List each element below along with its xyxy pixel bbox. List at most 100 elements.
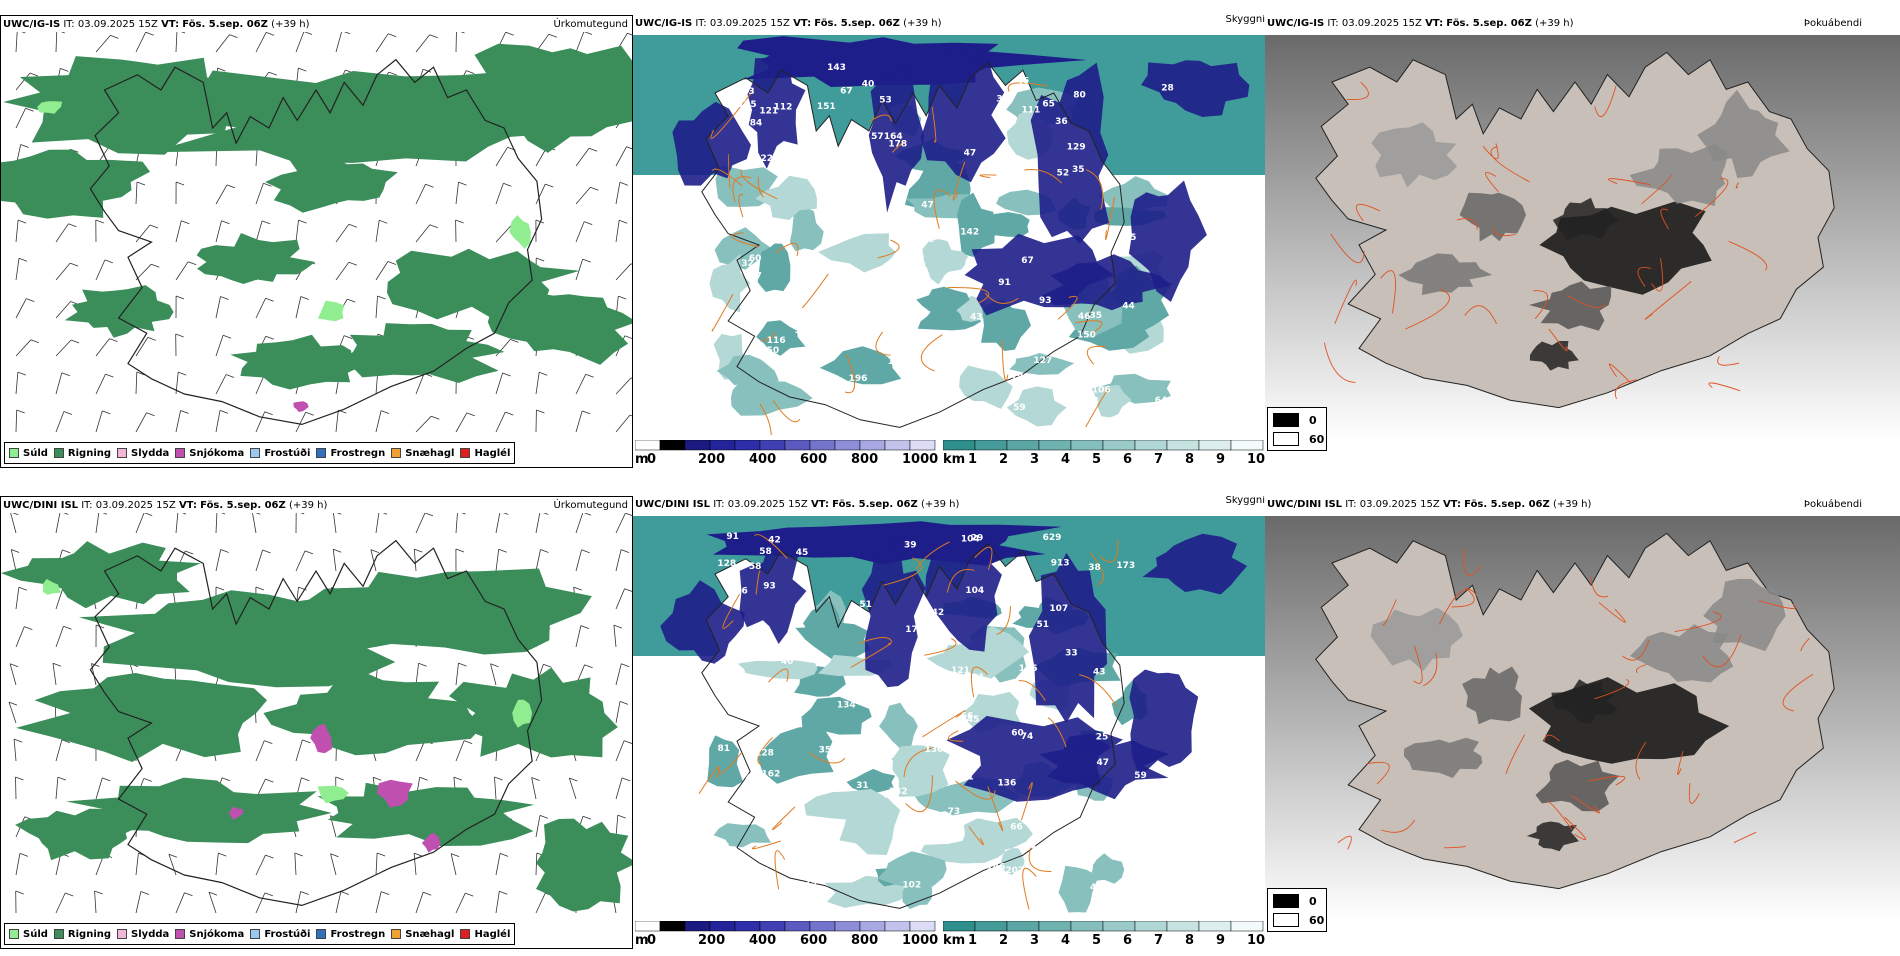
cloud-base-label: 32	[741, 259, 754, 269]
cloud-base-label: 44	[1122, 302, 1135, 312]
cloud-base-label: 112	[1072, 842, 1091, 852]
cloud-base-label: 48	[1090, 883, 1103, 893]
product-name: Þokuábendi	[1804, 499, 1862, 510]
cloud-base-label: 56	[846, 856, 859, 866]
cloud-base-label: 41	[917, 692, 930, 702]
cloud-base-label: 51	[859, 600, 872, 610]
cloud-base-label: 116	[767, 336, 786, 346]
cloud-visibility-panel: UWC/DINI ISL IT: 03.09.2025 15Z VT: Fös.…	[633, 496, 1265, 956]
init-label: IT:	[81, 500, 92, 511]
valid-time: Fös. 5.sep. 06Z	[1446, 18, 1532, 29]
visibility-tick: 9	[1216, 933, 1225, 948]
legend-label: Snjókoma	[189, 929, 244, 940]
visibility-tick: 10	[1247, 933, 1265, 948]
cloud-base-label: 26	[864, 295, 877, 305]
height-tick: 400	[749, 933, 776, 948]
cloud-base-label: 83	[1143, 846, 1156, 856]
lead-time: (+39 h)	[1535, 18, 1573, 29]
cloud-base-label: 297	[862, 861, 881, 871]
cloud-base-label: 178	[905, 625, 924, 635]
init-time: 03.09.2025 15Z	[1360, 499, 1440, 510]
cloud-base-label: 43	[1093, 667, 1106, 677]
cloud-base-label: 85	[1151, 810, 1164, 820]
height-tick: 200	[698, 452, 725, 467]
valid-time: Fös. 5.sep. 06Z	[1464, 499, 1550, 510]
legend-swatch	[316, 929, 326, 939]
cloud-base-label: 146	[987, 863, 1006, 873]
snow-areas	[293, 401, 308, 412]
cloud-base-label: 93	[763, 582, 776, 592]
legend-swatch	[391, 448, 401, 458]
model-name: UWC/DINI ISL	[635, 499, 710, 510]
legend-label: Súld	[23, 448, 48, 459]
precip-map	[1, 513, 632, 925]
cloud-base-label: 142	[960, 228, 979, 238]
visibility-tick: 6	[1123, 452, 1132, 467]
cloud-base-label: 106	[1092, 385, 1111, 395]
cloud-base-label: 40	[977, 403, 990, 413]
cloud-base-label: 136	[998, 779, 1017, 789]
product-name: Þokuábendi	[1804, 18, 1862, 29]
legend-label: Frostúði	[264, 929, 310, 940]
valid-time: Fös. 5.sep. 06Z	[832, 499, 918, 510]
cloud-base-label: 53	[725, 326, 738, 336]
cloud-base-label: 74	[795, 830, 808, 840]
cloud-base-label: 25	[1096, 733, 1109, 743]
model-name: UWC/DINI ISL	[3, 500, 78, 511]
lead-time: (+39 h)	[921, 499, 959, 510]
precip-legend-item: Slydda	[117, 448, 169, 459]
visibility-tick: 5	[1092, 452, 1101, 467]
cloud-base-label: 62	[717, 842, 730, 852]
cloud-base-label: 52	[819, 216, 832, 226]
cloud-base-label: 218	[851, 155, 870, 165]
cloud-base-label: 80	[1073, 90, 1086, 100]
panel-header: UWC/DINI ISL IT: 03.09.2025 15Z VT: Fös.…	[1267, 499, 1591, 510]
legend-label: Slydda	[131, 448, 169, 459]
precip-legend-item: Haglél	[460, 929, 510, 940]
cloud-base-label: 73	[948, 807, 961, 817]
init-time: 03.09.2025 15Z	[710, 18, 790, 29]
cloud-base-label: 102	[902, 880, 921, 890]
cloud-base-label: 45	[1124, 233, 1137, 243]
visibility-tick: 1	[968, 452, 977, 467]
legend-swatch	[175, 448, 185, 458]
cloud-base-label: 84	[930, 826, 943, 836]
visibility-tick: 10	[1247, 452, 1265, 467]
cloud-base-label: 35	[1072, 165, 1085, 175]
fog-legend: 0 60	[1267, 407, 1327, 451]
height-colorbar	[635, 437, 937, 456]
cloud-base-label: 629	[1043, 533, 1062, 543]
cloud-base-label: 52	[1057, 168, 1070, 178]
visibility-unit: km	[943, 452, 965, 467]
cloud-base-label: 111	[1022, 106, 1041, 116]
visibility-tick: 2	[999, 452, 1008, 467]
valid-label: VT:	[1425, 18, 1443, 29]
fog-legend-low: 0	[1309, 895, 1317, 908]
cloud-base-label: 207	[1005, 866, 1024, 876]
panel-header: UWC/IG-IS IT: 03.09.2025 15Z VT: Fös. 5.…	[3, 19, 310, 30]
valid-time: Fös. 5.sep. 06Z	[814, 18, 900, 29]
cloud-base-label: 150	[760, 346, 779, 356]
precip-legend-item: Snæhagl	[391, 929, 454, 940]
lead-time: (+39 h)	[271, 19, 309, 30]
visibility-tick: 8	[1185, 933, 1194, 948]
cloud-base-label: 71	[961, 773, 974, 783]
legend-label: Frostregn	[330, 448, 385, 459]
precip-legend-item: Snæhagl	[391, 448, 454, 459]
legend-label: Haglél	[474, 448, 510, 459]
cloud-base-label: 183	[1011, 373, 1030, 383]
height-tick: 200	[698, 933, 725, 948]
fog-swatch-light	[1273, 432, 1299, 446]
valid-label: VT:	[179, 500, 197, 511]
legend-label: Snæhagl	[405, 929, 454, 940]
cloud-base-label: 137	[1165, 874, 1184, 884]
cloud-base-label: 143	[827, 63, 846, 73]
lead-time: (+39 h)	[1553, 499, 1591, 510]
cloud-base-label: 33	[1020, 707, 1033, 717]
cloud-base-label: 66	[1010, 822, 1023, 832]
fog-legend-high: 60	[1309, 433, 1324, 446]
cloud-base-label: 42	[768, 536, 781, 546]
legend-label: Haglél	[474, 929, 510, 940]
